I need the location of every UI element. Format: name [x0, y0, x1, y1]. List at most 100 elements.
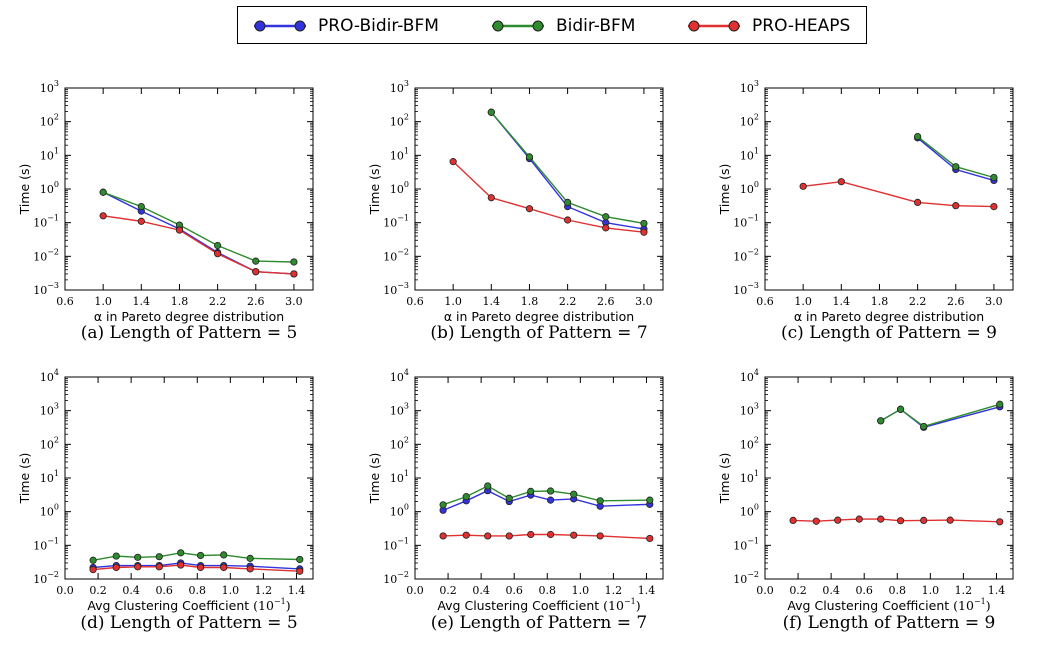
data-point-bidir-bfm: [505, 494, 513, 502]
y-tick-exponent: 4: [54, 368, 59, 377]
data-point-bidir-bfm: [89, 556, 97, 564]
x-tick-label: 0.4: [122, 584, 140, 597]
data-point-bidir-bfm: [439, 501, 447, 509]
data-point-bidir-bfm: [252, 257, 260, 265]
y-tick-exponent: −2: [397, 247, 409, 256]
x-axis-unit: (10: [603, 598, 624, 613]
caption-e: (e) Length of Pattern = 7: [430, 613, 648, 633]
y-axis-label: Time (s): [717, 164, 732, 216]
series-line-bidir-bfm: [102, 191, 294, 263]
x-tick-label: 3.0: [635, 295, 653, 308]
y-tick-exponent: −2: [47, 570, 59, 579]
y-axis-label: Time (s): [717, 453, 732, 505]
data-point-pro-heaps: [214, 250, 222, 258]
caption-a: (a) Length of Pattern = 5: [80, 323, 298, 343]
y-tick-exponent: −3: [47, 281, 59, 290]
x-tick-label: 1.4: [288, 584, 306, 597]
x-tick-label: 1.4: [988, 584, 1006, 597]
x-axis-unit-close: ): [636, 598, 641, 613]
caption-d: (d) Length of Pattern = 5: [80, 613, 298, 633]
y-tick-exponent: −1: [47, 214, 59, 223]
y-tick-exponent: 1: [754, 469, 759, 478]
y-tick-exponent: 2: [54, 113, 59, 122]
data-point-bidir-bfm: [99, 188, 107, 196]
y-tick-exponent: 3: [54, 402, 59, 411]
y-tick-exponent: −2: [747, 247, 759, 256]
series-line-pro-heaps: [103, 215, 294, 275]
x-tick-label: 0.8: [539, 584, 557, 597]
data-point-bidir-bfm: [952, 163, 960, 171]
x-axis-unit-exponent: −1: [274, 597, 286, 606]
y-tick-exponent: 1: [404, 469, 409, 478]
data-point-pro-heaps: [175, 226, 184, 234]
x-axis-label: α in Pareto degree distribution: [94, 309, 284, 324]
x-tick-label: 1.0: [922, 584, 940, 597]
x-tick-label: 0.2: [789, 584, 807, 597]
y-tick-exponent: 2: [754, 113, 759, 122]
data-point-bidir-bfm: [196, 551, 205, 560]
data-point-pro-heaps: [137, 217, 145, 225]
data-point-bidir-bfm: [462, 493, 470, 501]
data-point-pro-heaps: [246, 565, 254, 573]
y-tick-exponent: 0: [404, 180, 409, 189]
legend-marker-pro-bidir-bfm: [254, 20, 306, 32]
data-point-pro-heaps: [112, 563, 120, 572]
x-tick-label: 0.2: [439, 584, 457, 597]
x-axis-unit: (10: [253, 598, 274, 613]
data-point-bidir-bfm: [487, 108, 495, 116]
x-tick-label: 0.6: [855, 584, 873, 597]
data-point-pro-heaps: [177, 561, 185, 569]
data-point-pro-heaps: [439, 532, 447, 540]
data-point-pro-heaps: [487, 194, 495, 202]
data-point-pro-heaps: [296, 567, 304, 575]
x-tick-label: 1.0: [444, 295, 462, 308]
data-point-pro-heaps: [89, 566, 97, 574]
y-tick-exponent: 2: [404, 435, 409, 444]
x-tick-label: 0.6: [756, 295, 774, 308]
y-axis-label: Time (s): [367, 453, 382, 505]
data-point-bidir-bfm: [996, 400, 1004, 408]
y-tick-exponent: 0: [54, 503, 59, 512]
data-point-pro-heaps: [640, 228, 648, 236]
legend-item-pro-heaps: PRO-HEAPS: [686, 15, 850, 37]
data-point-pro-heaps: [252, 268, 260, 276]
y-tick-exponent: 0: [754, 503, 759, 512]
y-tick-exponent: −2: [747, 570, 759, 579]
legend-marker-pro-heaps: [688, 20, 740, 32]
data-point-pro-heaps: [946, 516, 954, 524]
y-tick-exponent: 0: [54, 180, 59, 189]
data-point-bidir-bfm: [290, 258, 298, 266]
data-point-pro-heaps: [855, 515, 863, 523]
x-tick-label: 3.0: [285, 295, 303, 308]
data-point-pro-heaps: [602, 224, 610, 232]
data-point-pro-heaps: [996, 518, 1004, 526]
series-line-pro-heaps: [793, 518, 1000, 523]
data-point-pro-heaps: [990, 203, 998, 211]
y-tick-label: 103: [740, 402, 759, 418]
data-point-bidir-bfm: [920, 422, 928, 431]
legend: PRO-Bidir-BFM Bidir-BFM PRO-HEAPS: [237, 6, 867, 44]
y-tick-exponent: 2: [54, 435, 59, 444]
data-point-bidir-bfm: [112, 552, 120, 560]
x-axis-unit-exponent: −1: [974, 597, 986, 606]
data-point-pro-heaps: [290, 270, 298, 278]
data-point-bidir-bfm: [564, 198, 572, 206]
y-tick-label: 100: [740, 503, 759, 519]
caption-b: (b) Length of Pattern = 7: [430, 323, 648, 343]
x-tick-label: 2.2: [909, 295, 927, 308]
y-tick-exponent: 2: [404, 113, 409, 122]
x-tick-label: 0.0: [56, 584, 74, 597]
y-axis-label: Time (s): [17, 453, 32, 505]
x-tick-label: 1.0: [794, 295, 812, 308]
data-point-pro-heaps: [896, 517, 905, 525]
data-point-pro-heaps: [196, 563, 205, 572]
data-point-bidir-bfm: [896, 405, 905, 413]
data-point-bidir-bfm: [214, 241, 222, 250]
caption-f: (f) Length of Pattern = 9: [782, 613, 996, 633]
data-point-pro-heaps: [525, 205, 534, 213]
y-tick-label: 101: [740, 469, 759, 485]
